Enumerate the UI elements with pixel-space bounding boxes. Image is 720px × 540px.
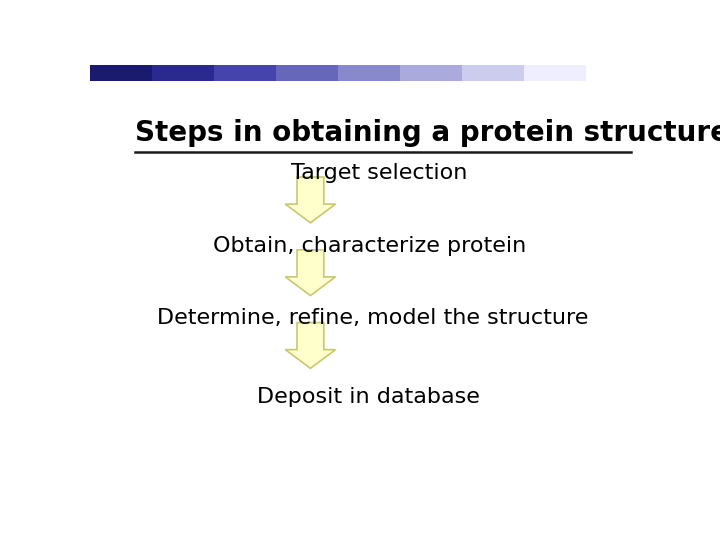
Bar — [338, 65, 400, 82]
Bar — [400, 65, 462, 82]
Text: Obtain, characterize protein: Obtain, characterize protein — [213, 235, 526, 255]
Bar — [586, 65, 648, 82]
Text: Target selection: Target selection — [291, 163, 467, 183]
Polygon shape — [285, 322, 336, 368]
Bar — [90, 65, 107, 82]
Bar — [276, 65, 338, 82]
Bar — [90, 65, 152, 82]
Text: Steps in obtaining a protein structure: Steps in obtaining a protein structure — [135, 119, 720, 147]
Polygon shape — [285, 250, 336, 295]
Bar — [462, 65, 524, 82]
Text: Determine, refine, model the structure: Determine, refine, model the structure — [157, 308, 588, 328]
Bar — [152, 65, 214, 82]
Text: Deposit in database: Deposit in database — [258, 387, 480, 408]
Bar — [524, 65, 586, 82]
Polygon shape — [285, 177, 336, 223]
Bar — [214, 65, 276, 82]
